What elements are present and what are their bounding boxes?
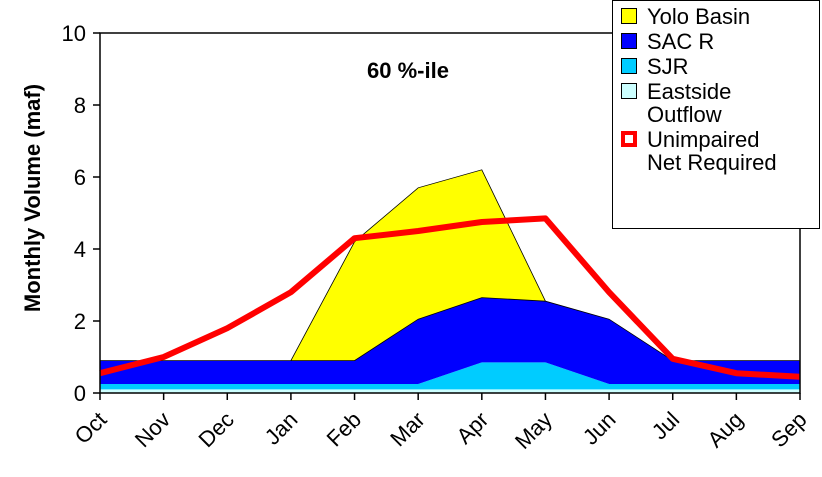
legend-item: SAC R	[621, 30, 819, 53]
legend-swatch	[621, 131, 637, 147]
legend: Yolo Basin SAC R SJR Eastside Outflow Unimpa…	[612, 0, 820, 229]
x-tick-label: Jul	[647, 407, 685, 445]
y-axis-label: Monthly Volume (maf)	[20, 84, 45, 312]
x-tick-label: Jan	[260, 407, 303, 450]
y-tick-label: 0	[74, 381, 86, 406]
y-tick-label: 8	[74, 93, 86, 118]
legend-item: Unimpaired Net Required	[621, 128, 819, 174]
legend-label: SAC R	[647, 29, 715, 54]
x-tick-label: Oct	[70, 407, 112, 449]
legend-item: Eastside Outflow	[621, 80, 819, 126]
plot	[99, 169, 801, 393]
legend-swatch	[621, 33, 637, 49]
x-tick-label: Mar	[385, 407, 429, 451]
area	[100, 169, 800, 361]
y-tick-label: 6	[74, 165, 86, 190]
area	[100, 389, 800, 393]
x-tick-label: Nov	[130, 407, 175, 452]
x-tick-label: Jun	[578, 407, 621, 450]
legend-label: Yolo Basin	[647, 4, 751, 29]
x-tick-label: Apr	[451, 407, 493, 449]
legend-swatch	[621, 83, 637, 99]
legend-label: Eastside Outflow	[647, 79, 732, 127]
area	[100, 297, 800, 384]
line	[99, 215, 801, 380]
y-tick-label: 2	[74, 309, 86, 334]
x-tick-label: Feb	[322, 407, 366, 451]
x-tick-label: Dec	[193, 407, 238, 452]
legend-item: SJR	[621, 55, 819, 78]
x-tick-label: Sep	[766, 407, 811, 452]
x-tick-label: Aug	[703, 407, 748, 452]
y-tick-label: 10	[62, 21, 86, 46]
legend-label: SJR	[647, 54, 689, 79]
legend-swatch	[621, 8, 637, 24]
area	[100, 362, 800, 390]
annotation: 60 %-ile	[367, 58, 449, 83]
legend-label: Unimpaired Net Required	[647, 127, 777, 175]
x-tick-label: May	[510, 407, 557, 454]
legend-swatch	[621, 58, 637, 74]
y-tick-label: 4	[74, 237, 86, 262]
legend-item: Yolo Basin	[621, 5, 819, 28]
